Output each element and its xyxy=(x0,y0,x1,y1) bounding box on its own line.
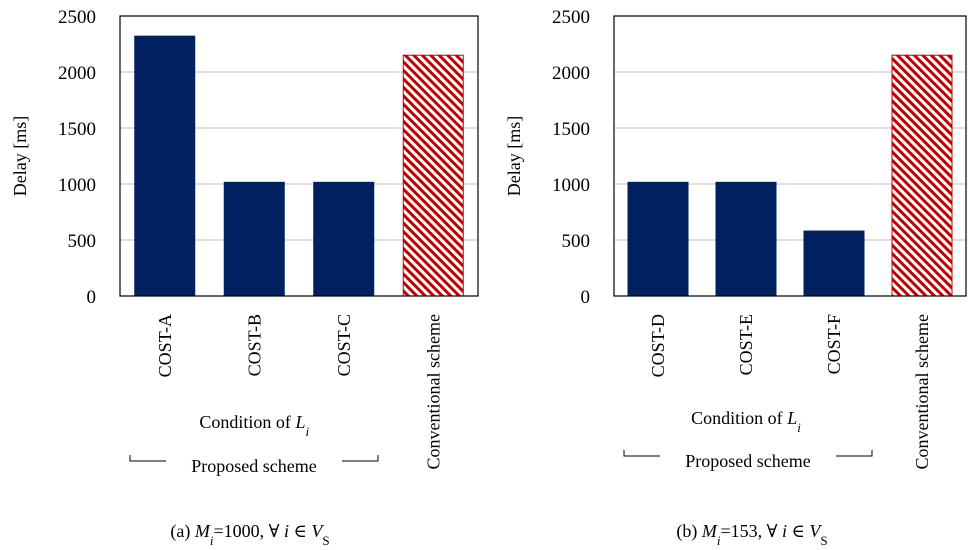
bar-series xyxy=(627,54,953,297)
bar-conventional-scheme xyxy=(891,54,953,297)
proposed-scheme-bracket: Proposed scheme xyxy=(129,455,379,476)
y-tick-label: 0 xyxy=(581,287,591,308)
category-label: Conventional scheme xyxy=(912,314,932,469)
bar-cost-d xyxy=(627,181,689,297)
y-axis-label: Delay [ms] xyxy=(504,116,524,196)
y-tick-label: 2500 xyxy=(58,7,96,28)
y-tick-labels: 0 500 1000 1500 2000 2500 xyxy=(58,7,96,308)
category-label: COST-E xyxy=(736,314,756,375)
category-label: COST-A xyxy=(155,314,175,377)
proposed-scheme-label: Proposed scheme xyxy=(191,456,316,476)
bar-conventional-scheme xyxy=(402,54,464,297)
category-label: COST-B xyxy=(244,314,264,376)
plot-frame xyxy=(119,15,479,297)
y-tick-label: 1500 xyxy=(58,119,96,140)
y-tick-label: 2000 xyxy=(58,63,96,84)
bar-cost-a xyxy=(134,35,196,297)
y-tick-label: 0 xyxy=(87,287,97,308)
y-tick-labels: 0 500 1000 1500 2000 2500 xyxy=(552,7,590,308)
y-tick-label: 2500 xyxy=(552,7,590,28)
y-tick-label: 1000 xyxy=(552,175,590,196)
category-labels: COST-D COST-E COST-F Conventional scheme xyxy=(648,314,932,469)
y-tick-label: 1000 xyxy=(58,175,96,196)
y-axis-label: Delay [ms] xyxy=(10,116,30,196)
y-tick-label: 500 xyxy=(562,231,591,252)
category-label: COST-F xyxy=(824,314,844,374)
y-tick-label: 500 xyxy=(68,231,97,252)
y-tick-label: 1500 xyxy=(552,119,590,140)
bar-cost-f xyxy=(803,230,865,297)
proposed-scheme-bracket: Proposed scheme xyxy=(623,450,873,471)
category-label: COST-D xyxy=(648,314,668,377)
bar-series xyxy=(134,35,464,297)
proposed-scheme-label: Proposed scheme xyxy=(685,451,810,471)
category-label: Conventional scheme xyxy=(423,314,443,469)
bar-cost-c xyxy=(313,181,375,297)
category-label: COST-C xyxy=(334,314,354,376)
caption: (a) Mi=1000, ∀ i ∈ VS xyxy=(170,521,329,548)
bar-cost-e xyxy=(715,181,777,297)
plot-frame xyxy=(613,15,967,297)
y-tick-label: 2000 xyxy=(552,63,590,84)
category-labels: COST-A COST-B COST-C Conventional scheme xyxy=(155,314,444,469)
x-axis-label: Condition of Li xyxy=(199,412,309,439)
bar-cost-b xyxy=(223,181,285,297)
x-axis-label: Condition of Li xyxy=(691,408,801,435)
caption: (b) Mi=153, ∀ i ∈ VS xyxy=(676,521,827,548)
